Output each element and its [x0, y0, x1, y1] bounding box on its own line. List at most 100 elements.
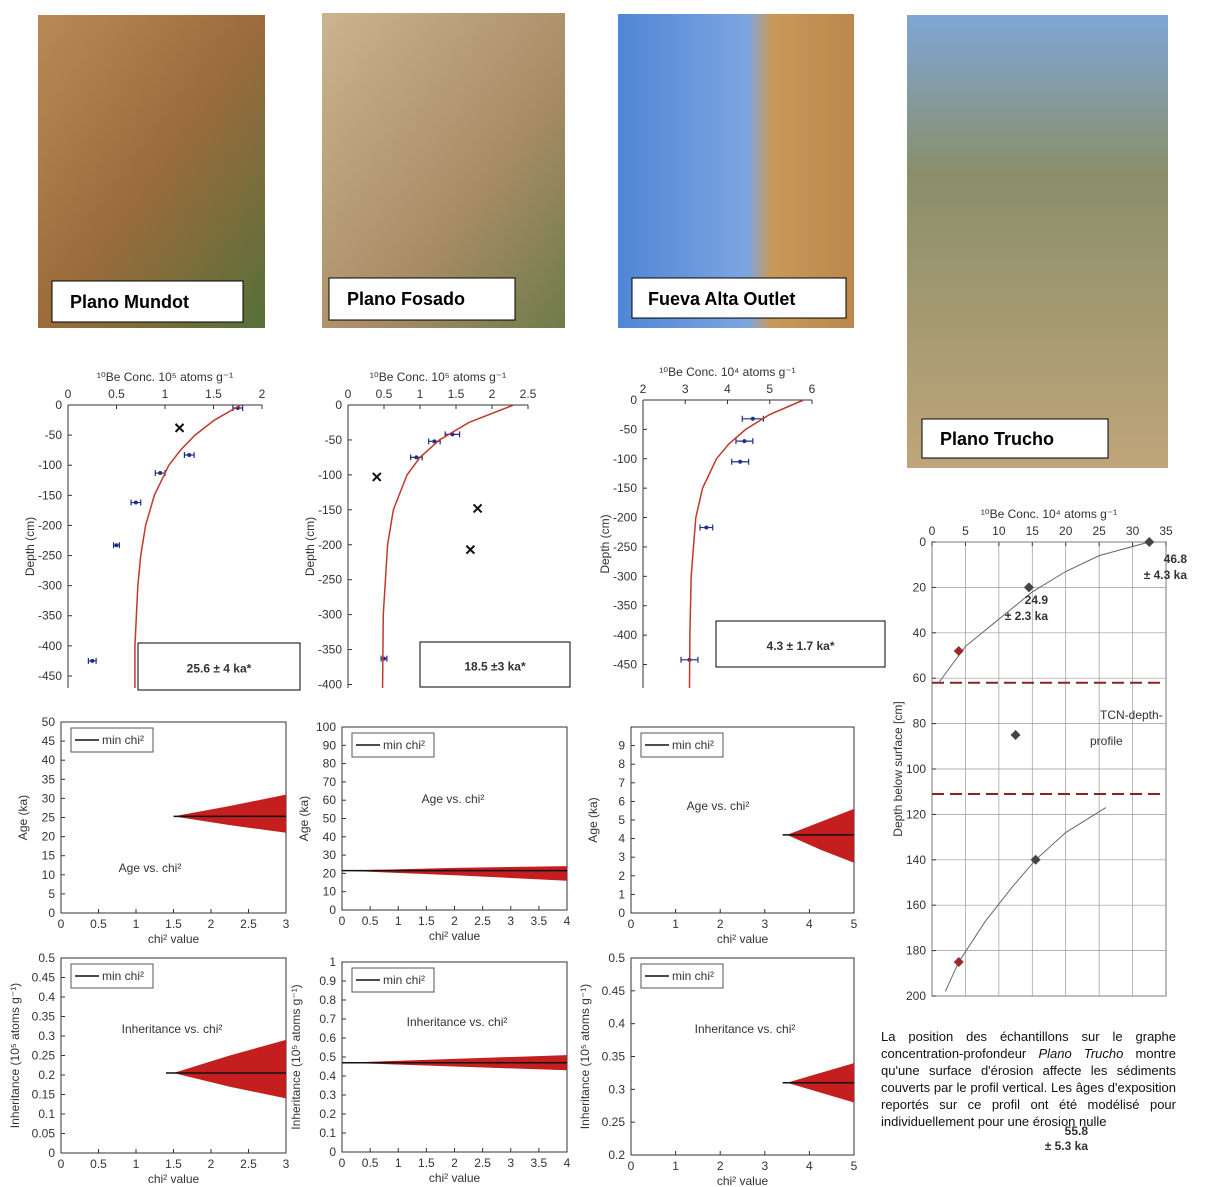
point: [187, 452, 192, 457]
annotation: ± 2.3 ka: [1005, 609, 1049, 623]
y-tick-label: 120: [906, 807, 926, 821]
point: [90, 658, 95, 663]
x-tick-label: 1.5: [165, 917, 182, 931]
point: [742, 439, 747, 444]
y-tick-label: -250: [38, 549, 62, 563]
caption-text: montre qu'une surface d'érosion affecte …: [881, 1046, 1176, 1129]
y-tick-label: -300: [613, 569, 637, 583]
y-tick-label: 40: [42, 753, 56, 767]
y-tick-label: 10: [323, 885, 337, 899]
y-tick-label: 0.1: [319, 1126, 336, 1140]
photo-label: Fueva Alta Outlet: [648, 289, 795, 309]
x-tick-label: 10: [992, 524, 1006, 538]
y-tick-label: 20: [913, 580, 927, 594]
x-tick-label: 0: [65, 387, 72, 401]
x-tick-label: 2: [489, 387, 496, 401]
caption-text: La position des échantillons sur le grap…: [881, 1029, 1176, 1061]
x-axis-label: ¹⁰Be Conc. 10⁴ atoms g⁻¹: [981, 507, 1117, 521]
point: [432, 439, 437, 444]
x-tick-label: 5: [766, 382, 773, 396]
y-tick-label: -100: [38, 458, 62, 472]
x-tick-label: 3: [761, 917, 768, 931]
annotation-box: [137, 642, 301, 691]
y-tick-label: 5: [48, 887, 55, 901]
y-tick-label: 90: [323, 738, 337, 752]
x-tick-label: 35: [1159, 524, 1173, 538]
photo: [322, 13, 565, 328]
band: [173, 794, 286, 833]
y-tick-label: 0.25: [602, 1115, 626, 1129]
band: [173, 1039, 286, 1099]
y-axis-label: Depth (cm): [23, 517, 37, 576]
legend-label: min chi²: [672, 738, 714, 752]
x-tick-label: 0: [628, 1159, 635, 1173]
y-tick-label: 0.05: [32, 1127, 56, 1141]
annotation: 4.3 ± 1.7 ka*: [767, 639, 835, 653]
x-tick-label: 0.5: [362, 1156, 379, 1170]
point: [465, 544, 476, 555]
y-axis-label: Depth below surface [cm]: [891, 701, 905, 836]
curve: [381, 404, 514, 689]
annotation-box: [715, 620, 886, 668]
x-tick-label: 2.5: [520, 387, 537, 401]
x-tick-label: 0: [628, 917, 635, 931]
y-tick-label: -350: [318, 643, 342, 657]
y-tick-label: 0: [335, 398, 342, 412]
y-tick-label: 0.1: [38, 1107, 55, 1121]
y-tick-label: -50: [620, 422, 638, 436]
y-tick-label: -350: [613, 599, 637, 613]
photo-label: Plano Trucho: [940, 429, 1054, 449]
y-tick-label: 30: [323, 848, 337, 862]
x-tick-label: 5: [962, 524, 969, 538]
x-axis-label: chi² value: [429, 1171, 481, 1185]
y-tick-label: 0.3: [319, 1088, 336, 1102]
y-tick-label: 70: [323, 775, 337, 789]
legend-label: min chi²: [383, 738, 425, 752]
y-tick-label: 0.3: [38, 1029, 55, 1043]
y-tick-label: 40: [323, 830, 337, 844]
y-tick-label: 140: [906, 853, 926, 867]
y-tick-label: -250: [613, 540, 637, 554]
point: [738, 459, 743, 464]
x-tick-label: 0.5: [376, 387, 393, 401]
y-tick-label: 1: [329, 955, 336, 969]
y-tick-label: 0.2: [38, 1068, 55, 1082]
y-tick-label: 9: [618, 739, 625, 753]
x-tick-label: 2.5: [474, 914, 491, 928]
y-tick-label: -450: [38, 669, 62, 683]
y-tick-label: -200: [38, 518, 62, 532]
y-tick-label: -400: [613, 628, 637, 642]
photo: [618, 14, 854, 328]
chart-title: Age vs. chi²: [687, 799, 750, 813]
y-tick-label: -100: [318, 468, 342, 482]
y-tick-label: 180: [906, 944, 926, 958]
x-tick-label: 1.5: [165, 1157, 182, 1171]
x-tick-label: 5: [851, 1159, 858, 1173]
x-tick-label: 2: [259, 387, 266, 401]
y-tick-label: 60: [913, 671, 927, 685]
y-tick-label: 0.45: [32, 971, 56, 985]
x-tick-label: 3: [682, 382, 689, 396]
point: [1144, 537, 1155, 547]
y-tick-label: 0.4: [608, 1017, 625, 1031]
curve: [134, 404, 242, 688]
y-axis-label: Depth (cm): [598, 514, 612, 573]
photo: [907, 15, 1168, 468]
x-tick-label: 4: [806, 1159, 813, 1173]
y-tick-label: 0.5: [38, 951, 55, 965]
y-tick-label: -200: [613, 511, 637, 525]
y-tick-label: 0: [48, 1146, 55, 1160]
x-tick-label: 1.5: [205, 387, 222, 401]
point: [1023, 582, 1034, 593]
y-tick-label: 0: [48, 906, 55, 920]
x-tick-label: 4: [806, 917, 813, 931]
x-tick-label: 3: [283, 917, 290, 931]
annotation: 24.9: [1025, 593, 1049, 607]
y-tick-label: -50: [325, 433, 343, 447]
chart-title: Age vs. chi²: [422, 792, 485, 806]
y-tick-label: 8: [618, 757, 625, 771]
y-axis-label: Inheritance (10⁵ atoms g⁻¹): [289, 984, 303, 1129]
photo-label: Plano Mundot: [70, 292, 189, 312]
y-axis-label: Depth (cm): [303, 517, 317, 576]
